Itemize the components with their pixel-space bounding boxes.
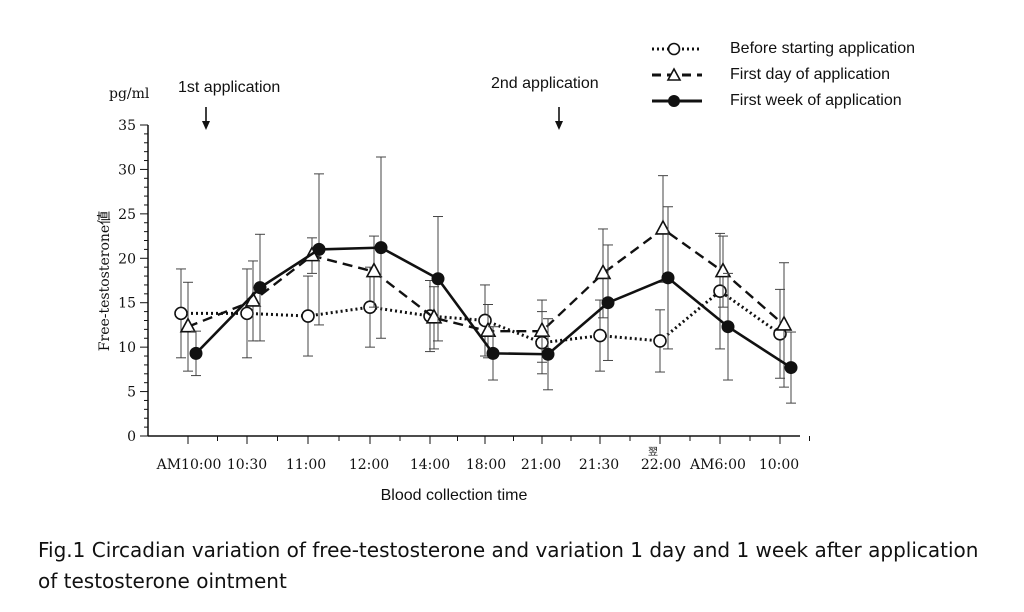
y-tick-label: 25 <box>118 207 136 223</box>
x-tick-label: 18:00 <box>466 457 506 473</box>
data-point-open-triangle <box>533 321 551 337</box>
data-point-open-triangle <box>479 321 497 337</box>
data-point-filled-circle <box>601 296 615 310</box>
data-point-filled-circle <box>374 241 388 255</box>
x-axis-label: Blood collection time <box>0 487 1024 505</box>
y-tick-label: 20 <box>118 251 136 267</box>
legend-label-first-day: First day of application <box>730 66 891 83</box>
x-tick-label: 14:00 <box>410 457 450 473</box>
data-point-filled-circle <box>661 271 675 285</box>
y-tick-label: 5 <box>127 385 136 401</box>
x-tick-label: 12:00 <box>349 457 389 473</box>
annotation-2nd-application: 2nd application <box>491 75 599 92</box>
data-point-open-triangle <box>775 315 793 331</box>
data-point-open-circle <box>174 306 188 321</box>
x-tick-label: 10:30 <box>227 457 267 473</box>
data-point-open-triangle <box>179 317 197 333</box>
data-point-filled-circle <box>721 320 735 334</box>
x-tick-label: 11:00 <box>286 457 326 473</box>
annotation-arrow-head <box>202 121 210 130</box>
x-tick-label: AM10:00 <box>156 457 222 473</box>
data-point-open-triangle <box>654 219 672 235</box>
data-point-filled-circle <box>486 346 500 360</box>
data-point-filled-circle <box>253 281 267 295</box>
figure-caption: Fig.1 Circadian variation of free-testos… <box>38 538 979 593</box>
y-tick-label: 15 <box>118 296 136 312</box>
legend-swatch-dotted-circle <box>652 42 702 56</box>
data-point-open-circle <box>593 328 607 343</box>
data-point-filled-circle <box>541 347 555 361</box>
data-point-filled-circle <box>312 242 326 256</box>
data-point-filled-circle <box>784 361 798 375</box>
legend-label-first-week: First week of application <box>730 92 902 109</box>
data-point-open-circle <box>653 334 667 348</box>
data-point-open-triangle <box>365 261 383 278</box>
next-day-mark: 翌 <box>648 447 658 458</box>
x-tick-label: 21:00 <box>521 457 561 473</box>
annotation-arrow-head <box>555 121 563 130</box>
data-point-filled-circle <box>431 272 445 286</box>
data-point-filled-circle <box>189 346 203 360</box>
y-tick-label: 10 <box>118 340 136 356</box>
y-tick-label: 35 <box>118 118 136 134</box>
legend-swatch-dashed-triangle <box>652 67 702 81</box>
data-point-open-circle <box>713 284 727 298</box>
y-tick-label: 30 <box>118 162 136 178</box>
x-tick-label: 22:00 <box>641 457 681 473</box>
data-point-open-circle <box>240 306 254 321</box>
x-tick-label: AM6:00 <box>689 457 746 473</box>
legend-swatch-solid-filled-circle <box>652 95 702 107</box>
legend-label-before: Before starting application <box>730 40 915 57</box>
y-tick-label: 0 <box>127 429 136 445</box>
data-point-open-circle <box>301 309 315 323</box>
annotation-1st-application: 1st application <box>178 79 281 96</box>
x-tick-label: 10:00 <box>759 457 799 473</box>
x-tick-label: 21:30 <box>579 457 619 473</box>
data-point-open-triangle <box>594 263 612 280</box>
x-axis-label-text: Blood collection time <box>380 487 528 504</box>
y-axis-label: Free-testosterone値 <box>97 210 113 352</box>
y-unit-label: pg/ml <box>109 86 150 102</box>
